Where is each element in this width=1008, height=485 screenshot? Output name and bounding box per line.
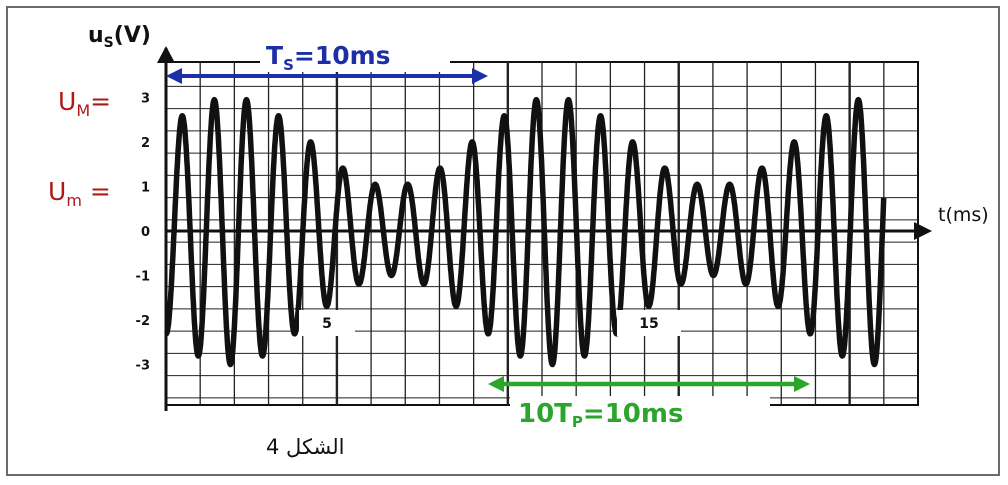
y-tick-label: -1 xyxy=(136,270,150,285)
x-tick-bg xyxy=(299,310,355,336)
x-axis-label: t(ms) xyxy=(938,204,989,226)
y-axis-label: uS(V) xyxy=(88,23,151,51)
Ts-arrow-head-left xyxy=(166,68,182,84)
Ts-arrow-head-right xyxy=(472,68,488,84)
Tp-label: 10TP=10ms xyxy=(518,399,683,431)
x-tick-label: 5 xyxy=(322,316,332,332)
signal-series xyxy=(163,96,887,368)
x-tick-bg xyxy=(617,310,681,336)
y-tick-label: 0 xyxy=(141,225,150,240)
figure-frame: 3 2 1 0 -1 -2 -3 5 15 uS(V) t(ms) UM= Um = TS=10ms 1… xyxy=(6,6,1000,476)
Tp-arrow-head-right xyxy=(794,376,810,392)
signal-line xyxy=(163,96,887,368)
y-tick-label: 3 xyxy=(141,92,150,107)
UM-label: UM= xyxy=(58,87,111,120)
x-tick-label: 15 xyxy=(639,316,658,332)
Ts-label: TS=10ms xyxy=(266,41,391,74)
figure-caption: الشكل 4 xyxy=(266,435,345,459)
x-ticks: 5 15 xyxy=(299,310,681,336)
y-tick-label: 2 xyxy=(141,136,150,151)
y-ticks: 3 2 1 0 -1 -2 -3 xyxy=(136,92,150,374)
y-axis-arrow xyxy=(157,46,175,63)
signal-chart: 3 2 1 0 -1 -2 -3 5 15 uS(V) t(ms) UM= Um = TS=10ms 1… xyxy=(48,23,989,459)
Ts-label-bg xyxy=(260,38,450,72)
annotations: uS(V) t(ms) UM= Um = TS=10ms 10TP=10ms الشكل 4 xyxy=(48,23,989,459)
y-tick-label: -3 xyxy=(136,359,150,374)
y-tick-label: -2 xyxy=(136,314,150,329)
y-tick-label: 1 xyxy=(141,181,150,196)
Tp-arrow-head-left xyxy=(488,376,504,392)
Um-label: Um = xyxy=(48,177,111,210)
x-axis-arrow xyxy=(914,222,932,240)
Tp-label-bg xyxy=(510,396,770,432)
